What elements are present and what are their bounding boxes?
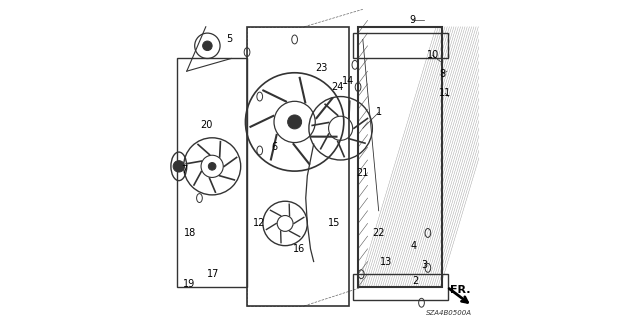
Bar <box>247 27 349 306</box>
Text: 22: 22 <box>372 228 384 238</box>
Circle shape <box>287 115 301 129</box>
Text: 7: 7 <box>181 164 188 174</box>
Text: SZA4B0500A: SZA4B0500A <box>426 310 472 316</box>
Text: 10: 10 <box>426 50 439 60</box>
Bar <box>358 27 442 287</box>
Text: 8: 8 <box>439 69 445 79</box>
Text: 16: 16 <box>292 244 305 254</box>
Text: 5: 5 <box>227 35 233 44</box>
Text: FR.: FR. <box>450 285 470 295</box>
Text: 4: 4 <box>410 241 417 251</box>
Text: 3: 3 <box>422 260 428 270</box>
Circle shape <box>173 161 184 172</box>
Text: 18: 18 <box>184 228 196 238</box>
Text: 24: 24 <box>332 82 344 92</box>
Text: 19: 19 <box>183 279 195 289</box>
Text: 11: 11 <box>439 88 451 98</box>
Bar <box>353 274 449 300</box>
Text: 23: 23 <box>315 63 327 73</box>
Circle shape <box>209 163 216 170</box>
Text: 2: 2 <box>412 276 419 285</box>
Text: 20: 20 <box>200 120 213 130</box>
Text: 9: 9 <box>409 15 415 25</box>
Text: 21: 21 <box>356 168 369 178</box>
Text: 6: 6 <box>271 142 277 152</box>
Text: 1: 1 <box>376 108 381 117</box>
Bar <box>177 59 247 287</box>
Circle shape <box>203 41 212 51</box>
Text: 15: 15 <box>328 219 340 228</box>
Text: 13: 13 <box>380 257 392 267</box>
Bar <box>353 33 449 58</box>
Text: 17: 17 <box>207 269 219 279</box>
Text: 14: 14 <box>342 76 354 86</box>
Text: 12: 12 <box>253 219 266 228</box>
